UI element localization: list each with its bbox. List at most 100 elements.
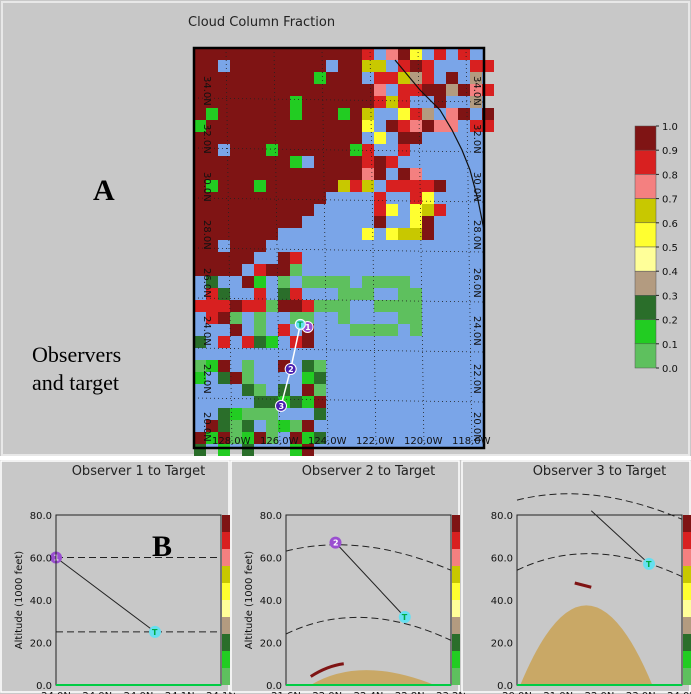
cloud-cell (266, 216, 278, 228)
panel-a-frame (1, 1, 690, 456)
cloud-cell (194, 108, 206, 120)
cloud-cell (266, 120, 278, 132)
cloud-cell (230, 432, 242, 444)
cloud-cell (362, 156, 374, 168)
lon-gridline (273, 47, 281, 449)
y-tick-label: 0.0 (266, 681, 282, 692)
cloud-cell (242, 204, 254, 216)
colorbar-label: 0.2 (662, 316, 678, 327)
cloud-cell (194, 252, 206, 264)
colorbar-swatch (634, 149, 657, 175)
cloud-cell (254, 120, 266, 132)
target-marker (398, 611, 411, 623)
cloud-cell (278, 324, 290, 336)
cloud-cell (206, 300, 218, 312)
cloud-cell (194, 120, 206, 132)
cloud-cell (398, 180, 410, 192)
cloud-cell (218, 180, 230, 192)
cloud-cell (242, 420, 254, 432)
cloud-cell (350, 84, 362, 96)
lat-label-left: 30.0N (201, 172, 212, 202)
target-altitude-curve (285, 616, 452, 641)
cloud-cell (266, 48, 278, 60)
observer-altitude-curve (516, 493, 683, 520)
cloud-cell (398, 120, 410, 132)
cloud-cell (398, 168, 410, 180)
cloud-cell (242, 372, 254, 384)
cloud-cell (422, 180, 434, 192)
cloud-cell (194, 372, 206, 384)
cloud-cell (230, 240, 242, 252)
cloud-cell (410, 288, 422, 300)
target-marker-label: T (297, 320, 303, 329)
cloud-cell (398, 72, 410, 84)
cloud-cell (290, 96, 302, 108)
cloud-cell (302, 372, 314, 384)
cloud-cell (386, 48, 398, 60)
cloud-cell (206, 120, 218, 132)
cloud-cell (230, 84, 242, 96)
chart-colorbar-swatch (222, 668, 230, 685)
cloud-cell (218, 216, 230, 228)
cloud-cell (326, 300, 338, 312)
cloud-cell (194, 48, 206, 60)
cloud-cell (218, 372, 230, 384)
cloud-cell (314, 396, 326, 408)
y-tick-label: 80.0 (491, 511, 513, 522)
cloud-cell (230, 264, 242, 276)
cloud-cell (254, 432, 266, 444)
cloud-cell (422, 108, 434, 120)
cloud-cell (194, 216, 206, 228)
lat-gridline (193, 347, 485, 353)
map-colorbar: 1.0 0.9 0.8 0.7 0.6 0.5 0.4 0.3 0.2 0.1 0.0 (634, 122, 678, 375)
panel-a-letter: A (93, 174, 115, 207)
cloud-cell (386, 96, 398, 108)
cloud-cell (374, 156, 386, 168)
lon-gridline (321, 47, 329, 449)
cloud-cell (374, 324, 386, 336)
chart-colorbar-swatch (683, 583, 691, 600)
y-tick-label: 40.0 (491, 596, 513, 607)
cloud-cell (242, 240, 254, 252)
cloud-cell (350, 60, 362, 72)
cloud-cell (302, 384, 314, 396)
cloud-cell (350, 120, 362, 132)
cloud-cell (290, 132, 302, 144)
cloud-cell (422, 120, 434, 132)
cloud-cell (254, 72, 266, 84)
cloud-cell (302, 312, 314, 324)
cloud-cell (374, 132, 386, 144)
cloud-cell (266, 144, 278, 156)
cloud-cell (302, 72, 314, 84)
cloud-cell (314, 408, 326, 420)
lat-gridline (193, 247, 485, 253)
x-tick-label: 24.0N (667, 691, 691, 694)
cloud-cell (230, 312, 242, 324)
cloud-cell (266, 192, 278, 204)
cloud-cell (362, 180, 374, 192)
cloud-cell (266, 180, 278, 192)
cloud-cell (218, 96, 230, 108)
cloud-cell (338, 132, 350, 144)
colorbar-swatch (634, 343, 657, 369)
cloud-cell (194, 144, 206, 156)
y-tick-label: 60.0 (30, 554, 52, 565)
panel-b-letter: B (152, 530, 172, 563)
cloud-cell (302, 132, 314, 144)
cloud-cell (254, 96, 266, 108)
cloud-cell (314, 156, 326, 168)
lat-label-left: 32.0N (201, 124, 212, 154)
cloud-cell (338, 300, 350, 312)
cloud-cell (278, 384, 290, 396)
y-tick-label: 0.0 (36, 681, 52, 692)
lat-label-right: 20.0N (471, 412, 482, 442)
cloud-cell (410, 324, 422, 336)
cloud-cell (242, 108, 254, 120)
lat-gridline (193, 97, 485, 103)
cloud-cell (206, 72, 218, 84)
cloud-cell (374, 192, 386, 204)
cloud-cell (242, 408, 254, 420)
cloud-cell (302, 144, 314, 156)
lon-gridline (417, 47, 425, 449)
cloud-cell (194, 132, 206, 144)
